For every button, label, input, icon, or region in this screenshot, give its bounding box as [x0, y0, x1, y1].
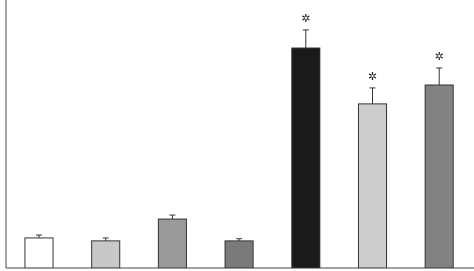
- bar: [357, 103, 388, 269]
- significance-marker: ✲: [368, 70, 377, 83]
- bar: [24, 237, 54, 269]
- significance-marker: ✲: [301, 12, 310, 25]
- bar: [224, 240, 254, 269]
- bar: [91, 240, 121, 269]
- bar: [157, 218, 187, 269]
- bar: [424, 84, 454, 269]
- significance-marker: ✲: [435, 50, 444, 63]
- bar: [291, 47, 321, 269]
